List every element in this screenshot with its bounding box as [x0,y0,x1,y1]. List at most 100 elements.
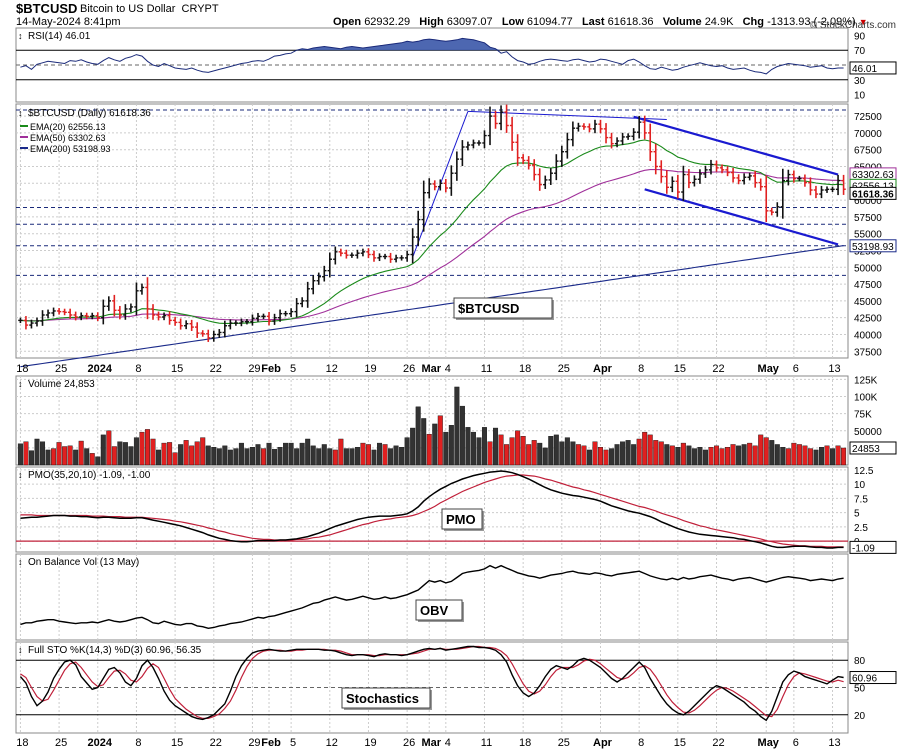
volume-bar [686,445,692,466]
volume-bar [167,442,173,466]
volume-bar [84,448,90,466]
volume-bar [714,445,720,466]
volume-bar [67,445,73,466]
volume-bar [559,441,565,466]
volume-bar [200,437,206,466]
volume-bar [189,445,195,466]
rsi-line [20,37,844,75]
ohlc-summary: Open 62932.29 High 63097.07 Low 61094.77… [333,16,868,28]
change-value: -1313.93 (-2.09%) [767,16,856,28]
volume-bar [111,446,117,466]
volume-bar [216,448,222,466]
rsi-last-label: 46.01 [852,64,877,75]
chart-date: 14-May-2024 8:41pm [16,16,121,28]
volume-bar [144,429,150,466]
volume-bar [725,447,731,466]
x-tick-label-bottom: 19 [364,737,376,749]
down-triangle-icon: ▼ [858,17,868,27]
volume-bar [194,441,200,466]
rsi-overbought-fill [20,38,844,51]
volume-bar [139,431,145,466]
obv-annotation-box: OBV [420,603,449,618]
volume-bar [680,442,686,466]
volume-bar [316,448,322,466]
volume-bar [255,444,261,466]
volume-bar [150,438,156,466]
pmo-tick-label: 10 [854,480,866,491]
volume-bar [664,444,670,466]
high-value: 63097.07 [446,16,493,28]
volume-bar [465,427,471,466]
volume-bar [642,431,648,466]
volume-bar [321,444,327,466]
sto-last-label-box [849,671,897,685]
volume-bar [824,445,830,466]
volume-bar [95,456,101,466]
pmo-tick-label: 2.5 [854,523,868,534]
volume-bar [813,449,819,466]
volume-bar [575,444,581,466]
volume-tick-label: 75K [854,410,872,421]
obv-panel-frame [15,553,849,641]
x-tick-label-top: 5 [290,363,296,375]
sto-tick-label: 20 [854,711,866,722]
volume-drag-icon: ↕ [18,379,23,389]
volume-bar [377,442,383,466]
pmo-tick-label: 5 [854,509,860,520]
volume-bar [100,434,106,466]
volume-bar [277,447,283,466]
volume-bar [393,445,399,466]
obv-drag-icon: ↕ [18,557,23,567]
volume-bar [211,447,217,466]
price-tick-label: 40000 [854,330,882,341]
x-tick-label-top: 15 [674,363,686,375]
flag-upper-line [633,115,839,176]
volume-bar [542,447,548,466]
volume-bar [272,449,278,466]
x-tick-label-bottom: 6 [793,737,799,749]
watermark: © StockCharts.com [809,20,896,31]
volume-bar [841,447,847,466]
legend-entry: EMA(20) 62556.13 [30,122,106,132]
volume-bar [122,442,128,466]
volume-bar [747,442,753,466]
x-tick-label-top: Feb [261,363,281,375]
security-name: Bitcoin to US Dollar CRYPT [80,3,219,15]
price-annotation-box: $BTCUSD [458,301,519,316]
volume-bar [830,448,836,466]
volume-bar [305,438,311,466]
volume-bar [730,444,736,466]
pmo-last-label: -1.09 [852,543,875,554]
pmo-panel-frame [15,466,849,553]
volume-bar [493,427,499,466]
price-annotation-box-frame [453,297,553,319]
x-tick-label-bottom: 2024 [88,737,113,749]
volume-bar [222,445,228,466]
x-tick-label-top: Mar [421,363,441,375]
price-tick-label: 60000 [854,196,882,207]
volume-bar [459,405,465,466]
x-tick-label-bottom: May [758,737,780,749]
volume-bar [172,452,178,466]
x-tick-label-top: 6 [793,363,799,375]
volume-bar [520,436,526,466]
volume-bar [327,448,333,466]
volume-bar [647,434,653,466]
volume-bar [597,447,603,466]
price-tick-label: 72500 [854,112,882,123]
x-tick-label-top: 13 [828,363,840,375]
flag-lower-line [644,188,839,246]
volume-bar [592,441,598,466]
volume-tick-label: 50000 [854,427,882,438]
last-value: 61618.36 [607,16,654,28]
x-tick-label-top: 12 [326,363,338,375]
volume-bar [360,442,366,466]
volume-bar [161,442,167,466]
volume-bar [719,448,725,466]
volume-bar [23,441,29,466]
x-tick-label-top: 22 [210,363,222,375]
price-drag-icon: ↕ [18,108,23,118]
price-tick-label: 37500 [854,347,882,358]
x-tick-label-top: 26 [403,363,415,375]
volume-bar [227,449,233,466]
